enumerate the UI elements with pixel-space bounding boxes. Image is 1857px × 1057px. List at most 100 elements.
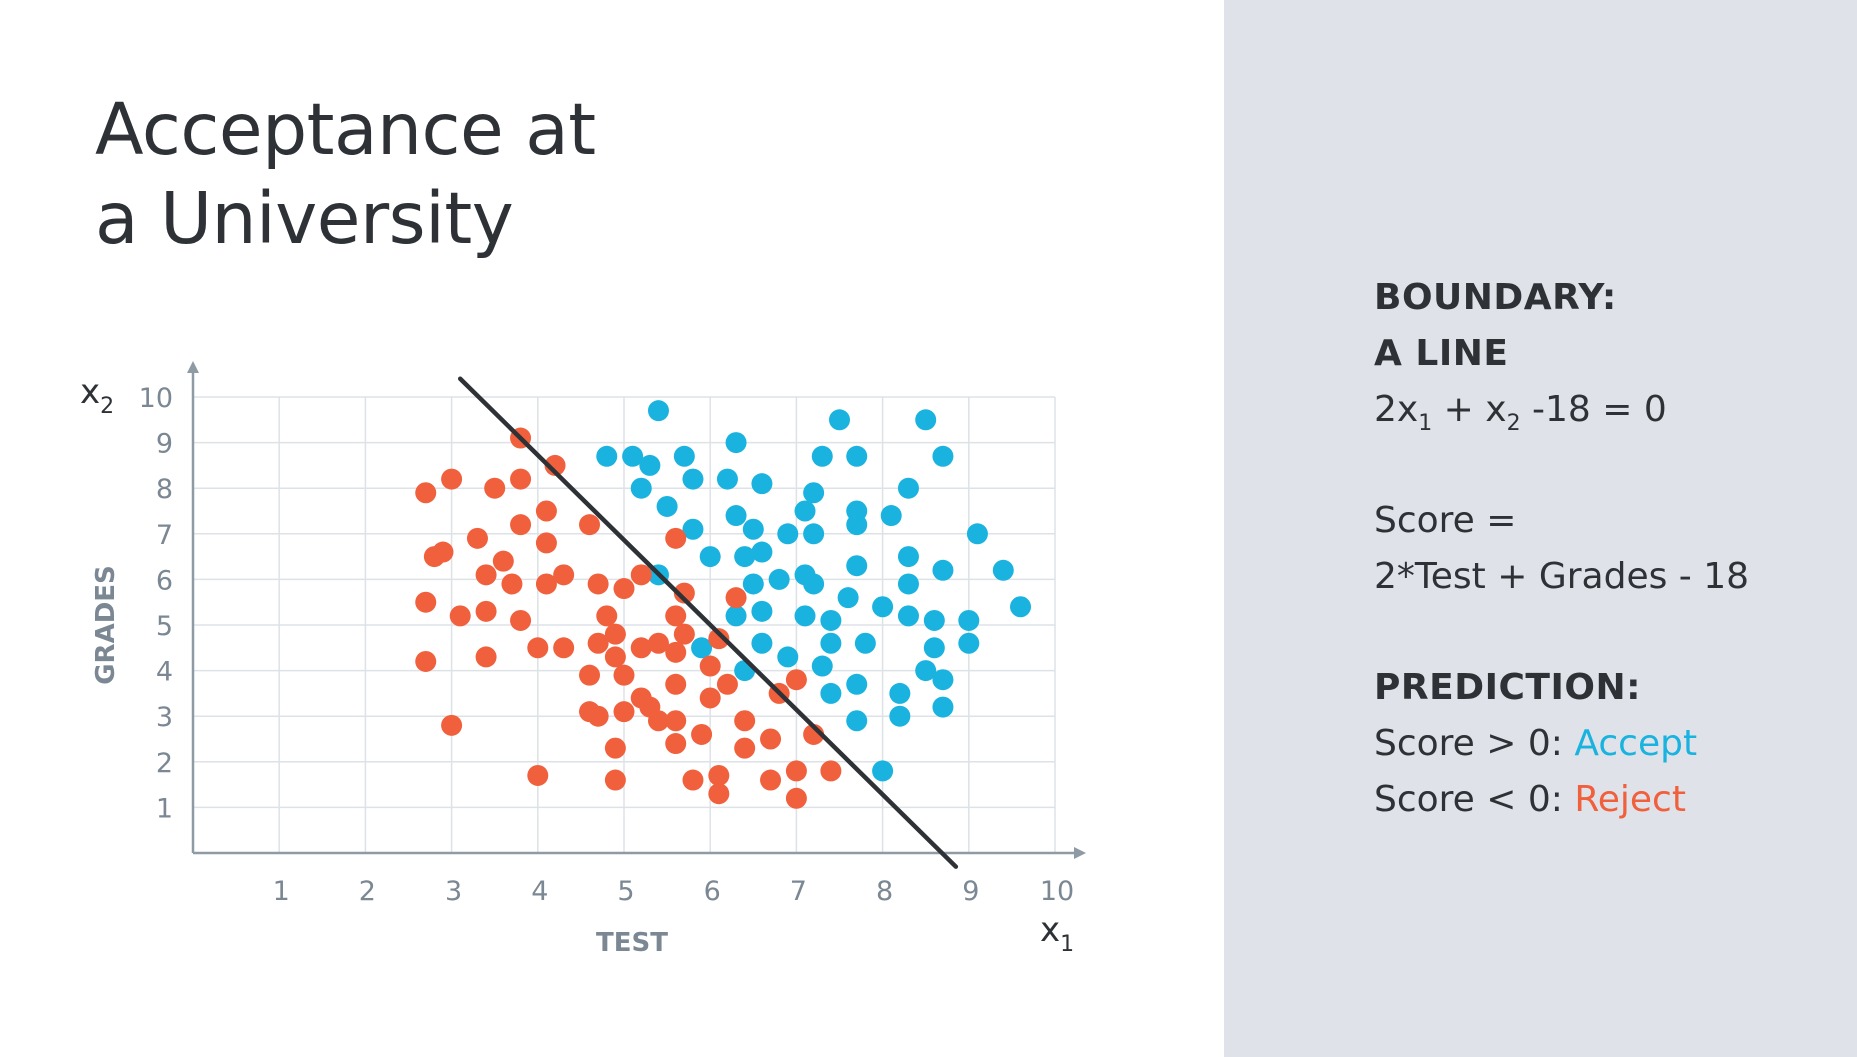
y-tick-label: 2	[156, 748, 173, 779]
accept-point	[897, 573, 919, 595]
reject-point	[415, 591, 437, 613]
accept-point	[794, 605, 816, 627]
accept-rule: Score > 0: Accept	[1374, 716, 1749, 772]
reject-point	[665, 710, 687, 732]
x-tick-label: 4	[531, 876, 548, 907]
reject-point	[725, 587, 747, 609]
boundary-equation: 2x1 + x2 -18 = 0	[1374, 382, 1749, 438]
boundary-subheading: A LINE	[1374, 333, 1509, 374]
accept-point	[932, 559, 954, 581]
x-tick-label: 1	[273, 876, 290, 907]
accept-point	[768, 568, 790, 590]
reject-point	[415, 650, 437, 672]
reject-point	[587, 573, 609, 595]
reject-point	[475, 646, 497, 668]
reject-point	[432, 541, 454, 563]
x-tick-label: 10	[1040, 876, 1074, 907]
reject-point	[699, 655, 721, 677]
x-tick-label: 8	[876, 876, 893, 907]
accept-point	[923, 637, 945, 659]
accept-point	[742, 518, 764, 540]
boundary-heading: BOUNDARY:	[1374, 277, 1617, 318]
accept-point	[872, 596, 894, 618]
equation-sub-a: 1	[1418, 411, 1433, 436]
y-tick-label: 6	[156, 565, 173, 596]
reject-point	[527, 764, 549, 786]
accept-point	[932, 445, 954, 467]
reject-point	[535, 500, 557, 522]
accept-point	[820, 609, 842, 631]
accept-point	[751, 632, 773, 654]
reject-point	[708, 764, 730, 786]
accept-point	[751, 473, 773, 495]
accept-point	[846, 710, 868, 732]
accept-point	[673, 445, 695, 467]
reject-point	[760, 769, 782, 791]
accept-point	[889, 705, 911, 727]
reject-point	[466, 527, 488, 549]
boundary-line	[457, 376, 959, 869]
accept-point	[639, 454, 661, 476]
accept-point	[837, 587, 859, 609]
reject-point	[682, 769, 704, 791]
reject-point	[699, 687, 721, 709]
accept-point	[725, 505, 747, 527]
reject-point	[734, 737, 756, 759]
x-tick-label: 2	[359, 876, 376, 907]
reject-point	[613, 701, 635, 723]
reject-point	[510, 468, 532, 490]
reject-rule-prefix: Score < 0:	[1374, 779, 1575, 820]
accept-point	[596, 445, 618, 467]
accept-point	[656, 495, 678, 517]
reject-point	[691, 723, 713, 745]
x-axis-title: TEST	[596, 928, 668, 958]
y-tick-label: 3	[156, 702, 173, 733]
reject-point	[604, 646, 626, 668]
accept-point	[647, 400, 669, 422]
x-tick-label: 5	[617, 876, 634, 907]
accept-point	[846, 445, 868, 467]
reject-point	[484, 477, 506, 499]
reject-point	[492, 550, 514, 572]
y-tick-label: 5	[156, 611, 173, 642]
reject-point	[544, 454, 566, 476]
reject-point	[665, 641, 687, 663]
reject-point	[535, 532, 557, 554]
reject-point	[734, 710, 756, 732]
reject-point	[665, 733, 687, 755]
reject-point	[510, 514, 532, 536]
accept-point	[777, 646, 799, 668]
accept-point	[1010, 596, 1032, 618]
reject-point	[665, 605, 687, 627]
accept-point	[622, 445, 644, 467]
reject-point	[527, 637, 549, 659]
slide-side-panel	[1224, 0, 1857, 1057]
slide-title-line-2: a University	[95, 177, 514, 260]
accept-point	[777, 523, 799, 545]
accept-point	[846, 514, 868, 536]
accept-point	[699, 546, 721, 568]
x-tick-label: 9	[962, 876, 979, 907]
y-tick-label: 10	[139, 383, 173, 414]
reject-point	[441, 468, 463, 490]
reject-point	[613, 578, 635, 600]
chart-tick-labels: 1 2 3 4 5 6 7 8 9 10 1 2 3 4 5 6 7 8 9 10	[139, 383, 1075, 907]
accept-point	[820, 632, 842, 654]
reject-point	[596, 605, 618, 627]
accept-rule-prefix: Score > 0:	[1374, 723, 1575, 764]
chart-points	[415, 400, 1032, 809]
reject-point	[510, 609, 532, 631]
accept-point	[846, 555, 868, 577]
accept-point	[854, 632, 876, 654]
reject-point	[579, 664, 601, 686]
accept-point	[803, 573, 825, 595]
accept-point	[811, 655, 833, 677]
reject-point	[673, 582, 695, 604]
accept-point	[966, 523, 988, 545]
accept-point	[820, 682, 842, 704]
chart-boundary	[457, 376, 959, 869]
accept-point	[915, 660, 937, 682]
accept-point	[803, 482, 825, 504]
y-tick-label: 9	[156, 429, 173, 460]
